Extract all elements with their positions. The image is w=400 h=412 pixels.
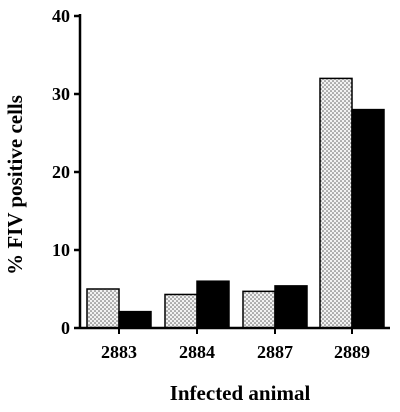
bar-2889-series-2 [351, 108, 385, 329]
bar-2883-series-2 [118, 310, 152, 329]
x-tick-label-2884: 2884 [179, 342, 215, 362]
y-axis-title: % FIV positive cells [3, 95, 27, 275]
x-tick-label-2883: 2883 [101, 342, 137, 362]
y-tick-label-20: 20 [52, 162, 70, 182]
x-tick-label-2889: 2889 [334, 342, 370, 362]
bar-2887-series-2 [274, 285, 308, 329]
y-tick-label-40: 40 [52, 6, 70, 26]
y-tick-label-0: 0 [61, 318, 70, 338]
tick-labels: 0 10 20 30 40 2883 2884 2887 2889 [52, 6, 370, 362]
bar-2884-series-2 [196, 280, 230, 329]
bar-2884-series-1 [164, 293, 198, 329]
y-tick-label-10: 10 [52, 240, 70, 260]
x-tick-label-2887: 2887 [257, 342, 293, 362]
bar-2889-series-1 [319, 77, 353, 329]
x-axis-title: Infected animal [170, 381, 311, 405]
bars [86, 77, 385, 329]
bar-2883-series-1 [86, 288, 120, 329]
bar-2887-series-1 [242, 290, 276, 329]
axes [74, 14, 390, 334]
y-tick-label-30: 30 [52, 84, 70, 104]
